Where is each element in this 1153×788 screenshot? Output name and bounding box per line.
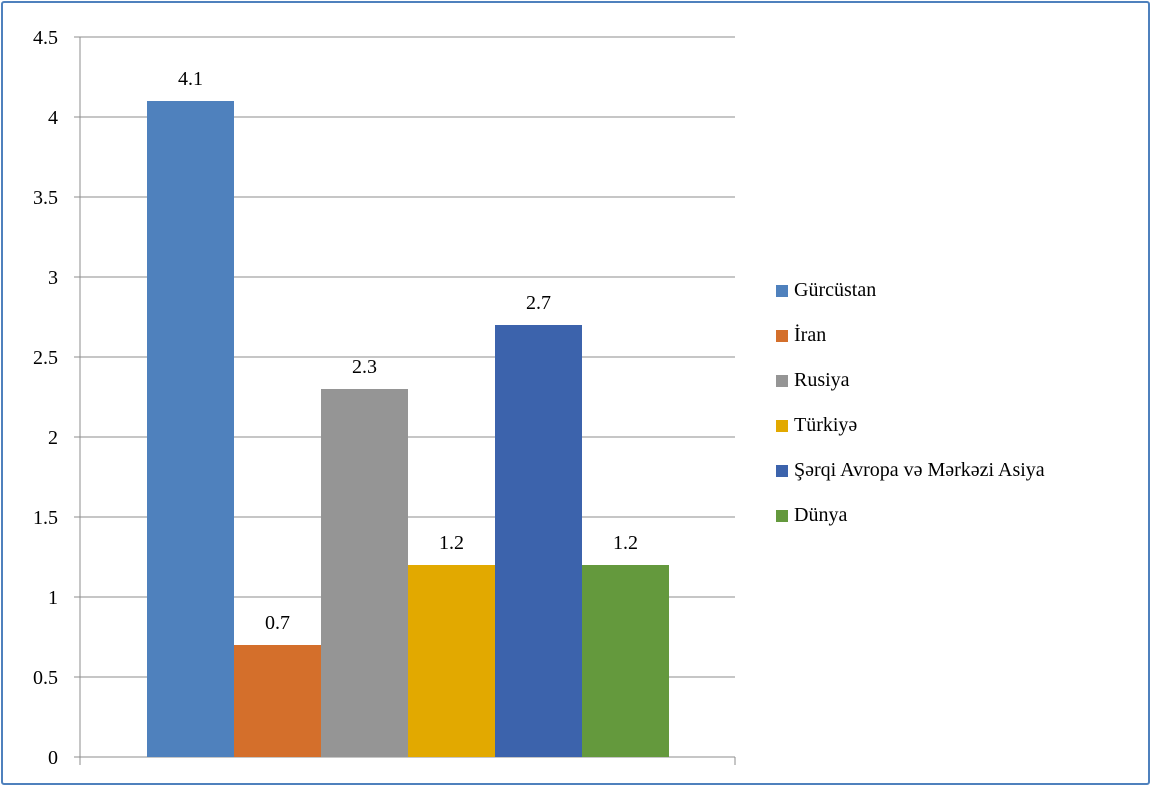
y-tick-label: 1.5 <box>33 507 58 529</box>
bar-4 <box>495 325 582 757</box>
bar-0 <box>147 101 234 757</box>
data-label: 0.7 <box>265 612 290 634</box>
legend-swatch <box>776 509 788 522</box>
legend-label: Dünya <box>794 504 848 526</box>
bar-5 <box>582 565 669 757</box>
data-label: 2.3 <box>352 356 377 378</box>
y-tick-label: 3.5 <box>33 187 58 209</box>
data-labels: 4.1 0.7 2.3 1.2 2.7 1.2 <box>178 68 638 634</box>
legend-item: Rusiya <box>776 358 1150 403</box>
legend-swatch <box>776 329 788 342</box>
y-axis-tick-labels: 0 0.5 1 1.5 2 2.5 3 3.5 4 4.5 <box>33 27 58 769</box>
legend: Gürcüstan İran Rusiya Türkiyə Şərqi Avropa v… <box>776 268 1150 538</box>
legend-label: Türkiyə <box>794 414 858 436</box>
legend-label: İran <box>794 324 827 346</box>
data-label: 4.1 <box>178 68 203 90</box>
bar-3 <box>408 565 495 757</box>
legend-item: Türkiyə <box>776 403 1150 448</box>
y-tick-label: 1 <box>48 587 58 609</box>
y-tick-label: 0 <box>48 747 58 769</box>
legend-item: Şərqi Avropa və Mərkəzi Asiya <box>776 448 1150 493</box>
legend-label: Şərqi Avropa və Mərkəzi Asiya <box>794 459 1045 481</box>
legend-label: Rusiya <box>794 369 850 391</box>
data-label: 2.7 <box>526 292 551 314</box>
y-tick-label: 3 <box>48 267 58 289</box>
bar-1 <box>234 645 321 757</box>
y-tick-label: 0.5 <box>33 667 58 689</box>
y-tick-label: 4 <box>48 107 58 129</box>
data-label: 1.2 <box>439 532 464 554</box>
legend-swatch <box>776 284 788 297</box>
bars <box>147 101 669 757</box>
legend-swatch <box>776 419 788 432</box>
legend-swatch <box>776 464 788 477</box>
legend-item: Dünya <box>776 493 1150 538</box>
legend-item: Gürcüstan <box>776 268 1150 313</box>
legend-item: İran <box>776 313 1150 358</box>
data-label: 1.2 <box>613 532 638 554</box>
legend-swatch <box>776 374 788 387</box>
y-tick-label: 2.5 <box>33 347 58 369</box>
bar-2 <box>321 389 408 757</box>
y-tick-label: 2 <box>48 427 58 449</box>
legend-label: Gürcüstan <box>794 279 877 301</box>
y-tick-label: 4.5 <box>33 27 58 49</box>
